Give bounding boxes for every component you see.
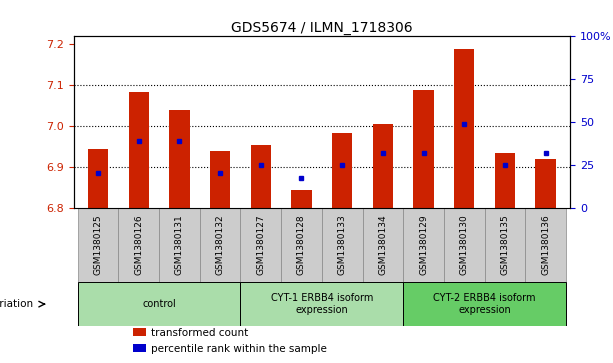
- Bar: [133, 328, 145, 336]
- Bar: [240, 282, 403, 326]
- Bar: [403, 208, 444, 282]
- Bar: [525, 208, 566, 282]
- Text: transformed count: transformed count: [151, 328, 248, 338]
- Text: GSM1380131: GSM1380131: [175, 214, 184, 275]
- Bar: [495, 153, 515, 208]
- Bar: [454, 49, 474, 208]
- Bar: [291, 190, 311, 208]
- Bar: [251, 145, 271, 208]
- Text: control: control: [142, 299, 176, 309]
- Bar: [240, 208, 281, 282]
- Bar: [444, 208, 485, 282]
- Text: GSM1380129: GSM1380129: [419, 214, 428, 275]
- Text: GSM1380127: GSM1380127: [256, 214, 265, 275]
- Text: CYT-2 ERBB4 isoform
expression: CYT-2 ERBB4 isoform expression: [433, 293, 536, 315]
- Text: percentile rank within the sample: percentile rank within the sample: [151, 344, 326, 354]
- Text: GSM1380125: GSM1380125: [93, 214, 102, 275]
- Text: GSM1380136: GSM1380136: [541, 214, 550, 275]
- Bar: [133, 344, 145, 352]
- Bar: [78, 282, 240, 326]
- Bar: [169, 110, 189, 208]
- Text: GSM1380135: GSM1380135: [500, 214, 509, 275]
- Bar: [485, 208, 525, 282]
- Text: GSM1380134: GSM1380134: [378, 214, 387, 275]
- Bar: [129, 91, 149, 208]
- Bar: [88, 149, 108, 208]
- Title: GDS5674 / ILMN_1718306: GDS5674 / ILMN_1718306: [231, 21, 413, 35]
- Bar: [210, 151, 230, 208]
- Bar: [281, 208, 322, 282]
- Bar: [322, 208, 362, 282]
- Text: GSM1380126: GSM1380126: [134, 214, 143, 275]
- Bar: [413, 90, 434, 208]
- Text: GSM1380130: GSM1380130: [460, 214, 469, 275]
- Bar: [200, 208, 240, 282]
- Text: CYT-1 ERBB4 isoform
expression: CYT-1 ERBB4 isoform expression: [270, 293, 373, 315]
- Text: genotype/variation: genotype/variation: [0, 299, 34, 309]
- Text: GSM1380128: GSM1380128: [297, 214, 306, 275]
- Bar: [118, 208, 159, 282]
- Bar: [159, 208, 200, 282]
- Text: GSM1380132: GSM1380132: [216, 214, 224, 275]
- Text: GSM1380133: GSM1380133: [338, 214, 347, 275]
- Bar: [332, 132, 352, 208]
- Bar: [78, 208, 118, 282]
- Bar: [362, 208, 403, 282]
- Bar: [403, 282, 566, 326]
- Bar: [373, 125, 393, 208]
- Bar: [536, 159, 556, 208]
